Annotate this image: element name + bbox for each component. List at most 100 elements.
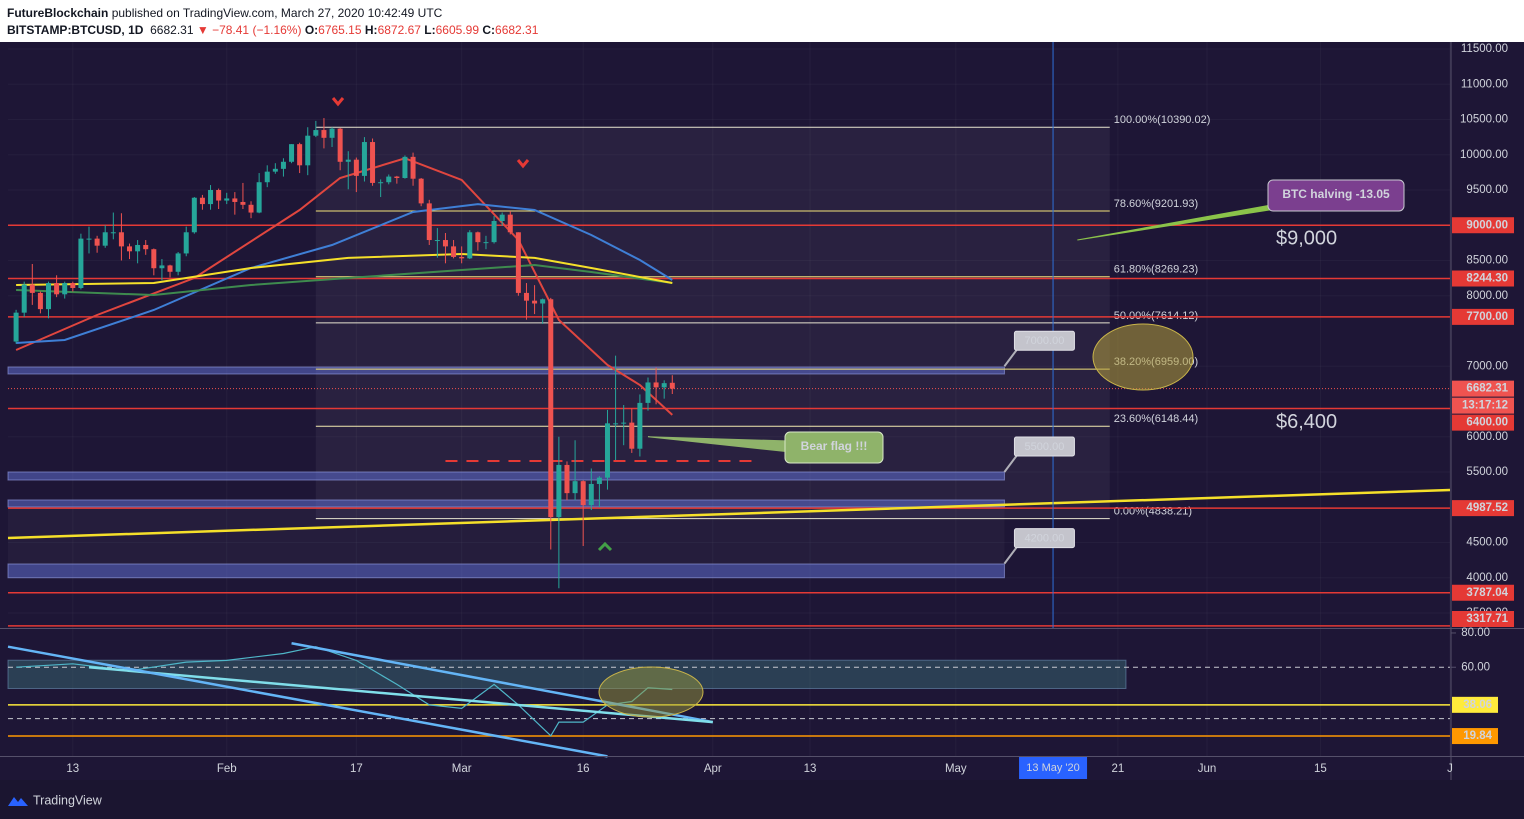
candle-body: [297, 144, 303, 166]
candle-body: [556, 464, 562, 518]
x-tick-label: 13: [804, 763, 817, 775]
candle-body: [29, 284, 35, 293]
rsi-tag: [1452, 696, 1498, 713]
moving-average: [16, 252, 673, 286]
brand: TradingView: [33, 793, 103, 807]
header-line: FutureBlockchain published on TradingVie…: [7, 6, 442, 20]
price-note: $6,400: [1276, 411, 1337, 433]
candle-body: [208, 189, 214, 205]
plot: 100.00%(10390.02) 78.60%(9201.93) 61.80%(8…: [7, 42, 1451, 758]
candle-body: [167, 265, 173, 272]
o-label: O:: [304, 23, 319, 37]
price-tag: [1452, 500, 1514, 517]
candle-body: [386, 176, 392, 183]
price-tag-label: 6682.31: [1466, 383, 1508, 395]
last: 6682.31: [150, 23, 194, 37]
x-tick-label: 16: [577, 763, 590, 775]
candle-body: [46, 283, 52, 310]
halving-box: [1267, 179, 1405, 212]
candle-body: [442, 240, 448, 247]
candle-body: [321, 130, 327, 138]
highlight-ellipse: [598, 666, 704, 718]
fib-label: 50.00%(7614.12): [1114, 310, 1198, 322]
candle-body: [151, 249, 157, 269]
candle-body: [588, 483, 594, 506]
price-tag: [1452, 397, 1514, 414]
candle-body: [37, 292, 43, 310]
candle-body: [426, 203, 432, 241]
candle-body: [102, 232, 108, 246]
x-tick-label: 13: [66, 763, 79, 775]
candle-body: [483, 242, 489, 244]
fib-label: 61.80%(8269.23): [1114, 264, 1198, 276]
range-band: [8, 507, 1004, 564]
rsi-tick-label: 80.00: [1461, 627, 1490, 639]
callout-pointer: [1003, 455, 1018, 473]
header: FutureBlockchain published on TradingVie…: [0, 0, 1524, 42]
chart-background: [0, 42, 1524, 819]
candle-body: [499, 214, 505, 222]
support-zone: [7, 366, 1005, 375]
rsi-tag-label: 19.84: [1463, 730, 1492, 742]
rsi-tick-label: 60.00: [1461, 661, 1490, 673]
candle-body: [353, 159, 359, 176]
callout-box: [1013, 330, 1075, 351]
candle-body: [143, 244, 149, 250]
candle-body: [370, 142, 376, 183]
candle-body: [13, 312, 19, 342]
candle-body: [118, 232, 124, 247]
candle-body: [621, 422, 627, 424]
price-tag: [1452, 584, 1514, 601]
candle-body: [434, 240, 440, 242]
candle-body: [62, 283, 68, 295]
symbol: BITSTAMP:BTCUSD, 1D: [7, 23, 144, 37]
y-tick-label: 8000.00: [1466, 290, 1508, 302]
candle-body: [54, 283, 60, 295]
date-marker-tag: [1019, 757, 1088, 779]
rsi-tag-label: 38.06: [1463, 699, 1492, 711]
price-note: $9,000: [1276, 228, 1337, 250]
candle-body: [78, 238, 84, 288]
date-marker-label: 13 May '20: [1026, 762, 1079, 774]
fib-label: 0.00%(4838.21): [1114, 506, 1192, 518]
close: 6682.31: [495, 23, 539, 37]
candle-body: [135, 244, 141, 252]
down-arrow: [331, 97, 345, 107]
rsi-trendline: [7, 645, 608, 758]
candle-body: [572, 481, 578, 494]
price-tag-label: 7700.00: [1466, 311, 1508, 323]
fib-label: 78.60%(9201.93): [1114, 198, 1198, 210]
price-tag-label: 6400.00: [1466, 417, 1508, 429]
rsi-trendline: [88, 665, 713, 724]
x-tick-label: Apr: [704, 763, 722, 775]
highlight-ellipse: [1092, 323, 1194, 391]
candle-body: [637, 402, 643, 449]
candle-body: [410, 156, 416, 179]
x-tick-label: Feb: [217, 763, 237, 775]
price-tag: [1452, 380, 1514, 397]
y-tick-label: 4000.00: [1466, 572, 1508, 584]
price-tag-label: 9000.00: [1466, 219, 1508, 231]
price-tag-label: 3317.71: [1466, 613, 1508, 625]
candle-body: [329, 128, 335, 138]
callout-box: [1013, 528, 1075, 549]
candle-body: [604, 423, 610, 478]
callout-label: 4200.00: [1025, 533, 1065, 545]
candle-body: [548, 299, 554, 518]
price-tag-label: 8244.30: [1466, 273, 1508, 285]
candle-body: [467, 232, 473, 259]
callout-box: [1013, 436, 1075, 457]
c-label: C:: [482, 23, 496, 37]
callout-label: 7000.00: [1025, 335, 1065, 347]
price-tag-label: 13:17:12: [1462, 400, 1508, 412]
candle-body: [240, 201, 246, 205]
h-label: H:: [364, 23, 378, 37]
candle-body: [394, 176, 400, 178]
rsi-zone: [7, 659, 1127, 689]
candle-body: [110, 232, 116, 234]
candle-body: [629, 422, 635, 449]
price-tag: [1452, 217, 1514, 234]
candle-body: [94, 238, 100, 246]
